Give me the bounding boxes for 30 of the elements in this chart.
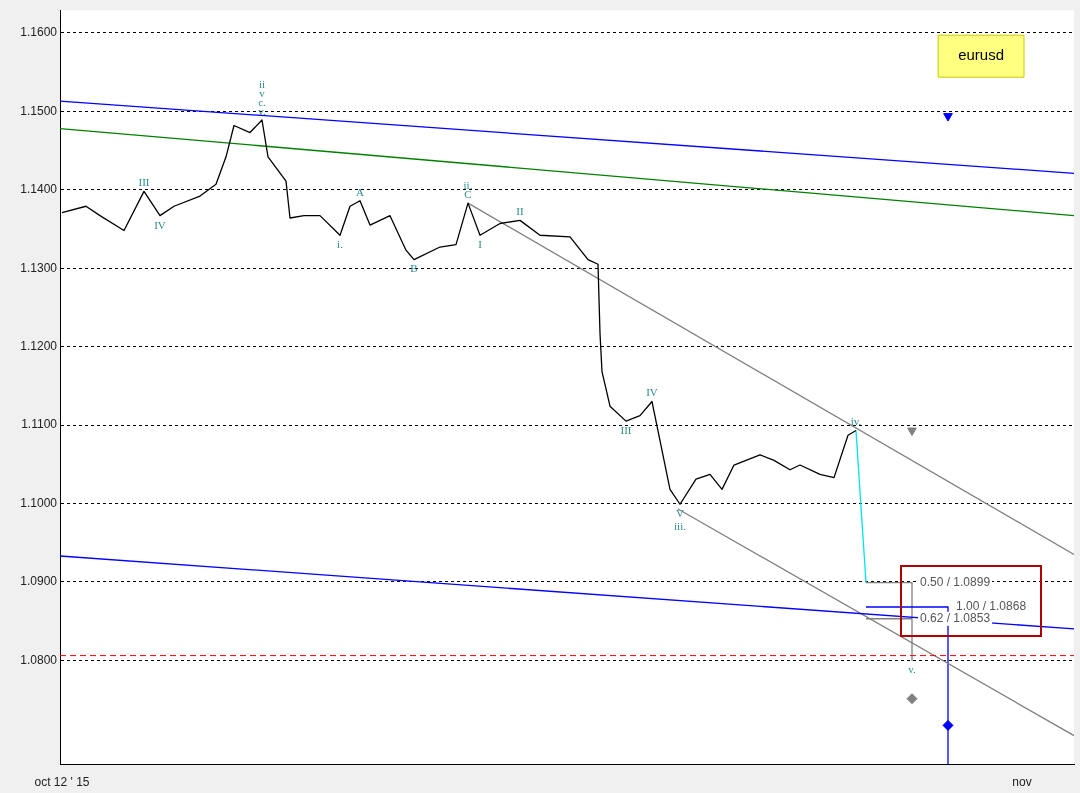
annotation: i. bbox=[337, 238, 344, 251]
annotation: ii. bbox=[463, 179, 473, 191]
annotation: ii bbox=[258, 77, 266, 90]
annotation: III bbox=[620, 424, 632, 437]
annotation: IV bbox=[154, 218, 166, 231]
y-tick-label: 1.0900 bbox=[20, 574, 58, 589]
annotation: eurusd bbox=[958, 46, 1005, 64]
x-tick-label: nov bbox=[1012, 775, 1032, 790]
annotation: B bbox=[410, 262, 418, 275]
annotation: I bbox=[478, 238, 483, 251]
annotation: 1.00 / 1.0868 bbox=[956, 599, 1027, 614]
annotation: iii. bbox=[674, 520, 687, 533]
annotation: v. bbox=[908, 663, 917, 676]
annotation: 0.50 / 1.0899 bbox=[920, 574, 991, 589]
annotation: III bbox=[138, 176, 150, 189]
y-tick-label: 1.1400 bbox=[20, 182, 58, 197]
annotation: II bbox=[516, 205, 524, 218]
annotation: IV bbox=[646, 386, 658, 399]
annotation: iv. bbox=[850, 415, 862, 428]
y-tick-label: 1.1200 bbox=[20, 338, 58, 353]
annotation: 0.62 / 1.0853 bbox=[920, 611, 991, 626]
y-tick-label: 1.1000 bbox=[20, 495, 58, 510]
y-tick-label: 1.1100 bbox=[21, 417, 58, 432]
x-tick-label: oct 12 ' 15 bbox=[34, 775, 90, 790]
y-tick-label: 1.0800 bbox=[20, 652, 58, 667]
annotation: V bbox=[676, 507, 685, 520]
y-tick-label: 1.1600 bbox=[20, 25, 58, 40]
annotation: C bbox=[464, 188, 472, 200]
y-tick-label: 1.1500 bbox=[20, 103, 58, 118]
y-tick-label: 1.1300 bbox=[20, 260, 58, 275]
